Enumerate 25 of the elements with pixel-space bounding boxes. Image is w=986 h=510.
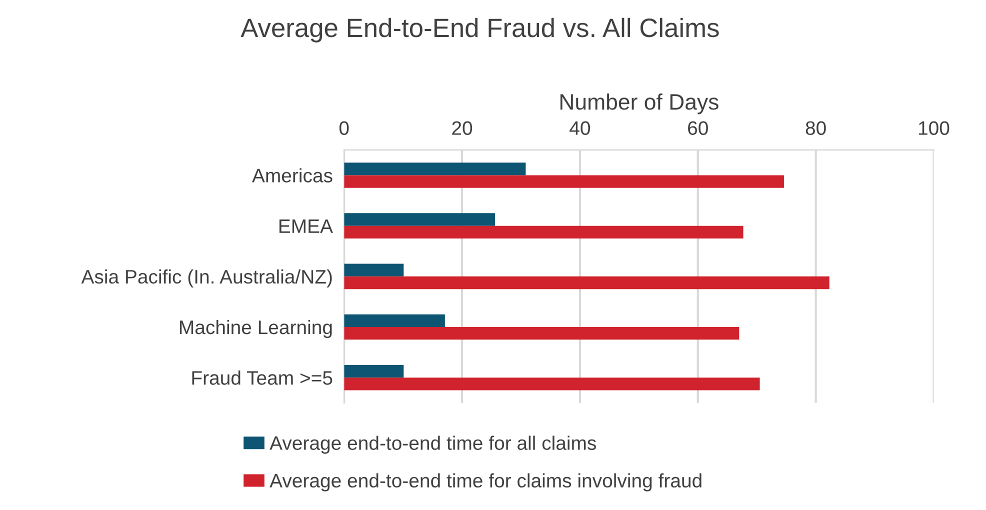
legend-label: Average end-to-end time for all claims — [270, 436, 596, 454]
x-tick-label: 100 — [919, 121, 950, 135]
chart-title: Average End-to-End Fraud vs. All Claims — [240, 18, 719, 42]
y-tick-label: Americas — [252, 168, 332, 182]
bar — [344, 327, 740, 340]
bar — [344, 226, 744, 238]
bar — [344, 276, 830, 290]
y-tick-label: Machine Learning — [180, 320, 332, 338]
bar — [344, 162, 526, 176]
bar — [344, 175, 784, 188]
x-tick-label: 60 — [688, 121, 708, 135]
y-tick-label: Asia Pacific (In. Australia/NZ) — [81, 269, 332, 288]
bar — [344, 364, 404, 378]
bar — [344, 378, 760, 390]
legend-label: Average end-to-end time for claims involving fraud — [270, 473, 702, 492]
bar — [344, 314, 445, 328]
bar — [344, 264, 404, 276]
x-axis-title: Number of Days — [560, 93, 718, 114]
y-tick-label: EMEA — [279, 219, 333, 233]
x-tick-label: 0 — [339, 121, 349, 135]
x-tick-label: 20 — [452, 121, 472, 135]
bar — [344, 213, 496, 226]
x-tick-label: 80 — [806, 121, 826, 135]
y-tick-label: Fraud Team >=5 — [192, 370, 332, 385]
x-tick-label: 40 — [570, 121, 590, 135]
